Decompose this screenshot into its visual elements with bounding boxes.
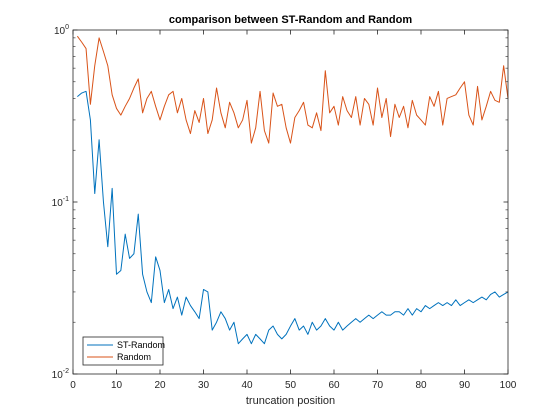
x-tick-label: 70: [372, 380, 384, 391]
legend: ST-Random Random: [82, 336, 165, 366]
x-tick-label: 100: [500, 380, 517, 391]
x-tick-label: 30: [198, 380, 210, 391]
x-tick-label: 90: [459, 380, 471, 391]
y-tick-exponent: -2: [63, 368, 69, 375]
x-tick-label: 0: [70, 380, 76, 391]
series-line-2: [76, 35, 509, 144]
x-tick-label: 50: [285, 380, 297, 391]
x-tick-label: 40: [241, 380, 253, 391]
chart-title: comparison between ST-Random and Random: [169, 14, 412, 26]
plot-area: [73, 30, 508, 374]
x-tick-label: 10: [111, 380, 123, 391]
y-tick-exponent: -1: [63, 196, 69, 203]
series-layer: [76, 35, 509, 345]
legend-label-1: ST-Random: [117, 340, 165, 350]
x-tick-label: 80: [415, 380, 427, 391]
x-tick-label: 20: [154, 380, 166, 391]
y-tick-exponent: 0: [65, 24, 69, 31]
series-line-1: [77, 90, 509, 345]
x-axis-label: truncation position: [246, 395, 335, 407]
legend-box: [82, 336, 164, 366]
legend-label-2: Random: [117, 352, 151, 362]
x-tick-label: 60: [328, 380, 340, 391]
